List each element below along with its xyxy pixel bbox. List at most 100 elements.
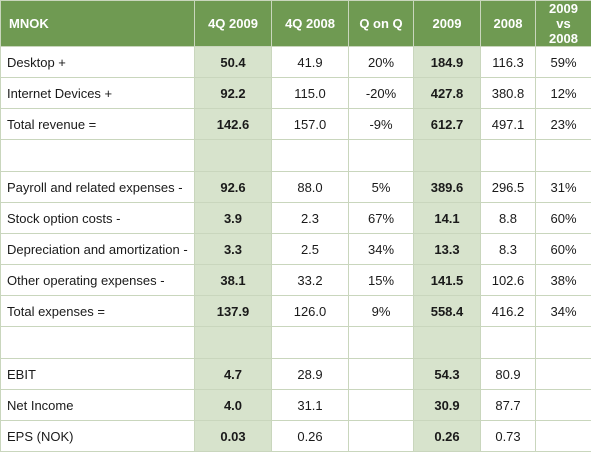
table-cell	[195, 327, 272, 359]
table-cell	[481, 327, 536, 359]
table-cell: 8.8	[481, 203, 536, 234]
row-label: Desktop +	[1, 47, 195, 78]
row-label: Payroll and related expenses -	[1, 172, 195, 203]
table-cell: 9%	[349, 296, 414, 327]
table-cell	[536, 140, 591, 172]
table-cell: 3.3	[195, 234, 272, 265]
table-cell: 15%	[349, 265, 414, 296]
table-cell: 4.7	[195, 359, 272, 390]
table-cell	[349, 140, 414, 172]
table-cell: 612.7	[414, 109, 481, 140]
table-cell: 157.0	[272, 109, 349, 140]
table-cell: 54.3	[414, 359, 481, 390]
table-cell: 31%	[536, 172, 591, 203]
row-label	[1, 140, 195, 172]
table-cell: 20%	[349, 47, 414, 78]
table-cell: 59%	[536, 47, 591, 78]
row-label: Net Income	[1, 390, 195, 421]
row-label: Internet Devices +	[1, 78, 195, 109]
table-cell: 0.26	[272, 421, 349, 452]
table-cell: 115.0	[272, 78, 349, 109]
table-cell: 137.9	[195, 296, 272, 327]
table-cell: 380.8	[481, 78, 536, 109]
column-header-2009-vs-2008: 2009 vs 2008	[536, 1, 591, 47]
table-cell: 427.8	[414, 78, 481, 109]
table-row	[1, 327, 591, 359]
table-cell	[481, 140, 536, 172]
table-cell: 23%	[536, 109, 591, 140]
table-cell: 80.9	[481, 359, 536, 390]
table-cell: 2.3	[272, 203, 349, 234]
row-label: EBIT	[1, 359, 195, 390]
table-cell: 0.26	[414, 421, 481, 452]
row-label: Stock option costs -	[1, 203, 195, 234]
table-cell	[349, 327, 414, 359]
table-cell: 41.9	[272, 47, 349, 78]
table-cell: 5%	[349, 172, 414, 203]
table-cell	[414, 327, 481, 359]
table-cell: 67%	[349, 203, 414, 234]
table-row	[1, 140, 591, 172]
table-cell: 92.2	[195, 78, 272, 109]
table-cell: -20%	[349, 78, 414, 109]
table-cell: 38%	[536, 265, 591, 296]
table-cell	[536, 327, 591, 359]
table-cell: 28.9	[272, 359, 349, 390]
table-cell: 2.5	[272, 234, 349, 265]
table-cell	[536, 390, 591, 421]
table-cell: 34%	[349, 234, 414, 265]
table-cell: 4.0	[195, 390, 272, 421]
table-cell: 34%	[536, 296, 591, 327]
row-label: Depreciation and amortization -	[1, 234, 195, 265]
header-row: MNOK 4Q 2009 4Q 2008 Q on Q 2009 2008 20…	[1, 1, 591, 47]
table-cell: 60%	[536, 234, 591, 265]
table-cell: 14.1	[414, 203, 481, 234]
table-cell: 296.5	[481, 172, 536, 203]
table-cell: 0.03	[195, 421, 272, 452]
table-cell: 184.9	[414, 47, 481, 78]
table-cell: 38.1	[195, 265, 272, 296]
table-cell: 88.0	[272, 172, 349, 203]
table-cell: -9%	[349, 109, 414, 140]
column-header-mnok: MNOK	[1, 1, 195, 47]
table-cell	[536, 359, 591, 390]
table-cell: 102.6	[481, 265, 536, 296]
table-cell	[272, 140, 349, 172]
table-cell: 389.6	[414, 172, 481, 203]
table-cell: 141.5	[414, 265, 481, 296]
table-cell: 30.9	[414, 390, 481, 421]
table-cell	[414, 140, 481, 172]
row-label: Total expenses =	[1, 296, 195, 327]
table-cell: 13.3	[414, 234, 481, 265]
table-cell: 92.6	[195, 172, 272, 203]
column-header-2008: 2008	[481, 1, 536, 47]
table-cell	[349, 390, 414, 421]
table-cell	[349, 421, 414, 452]
row-label: EPS (NOK)	[1, 421, 195, 452]
table-cell: 31.1	[272, 390, 349, 421]
column-header-2009: 2009	[414, 1, 481, 47]
row-label	[1, 327, 195, 359]
table-cell: 12%	[536, 78, 591, 109]
table-cell: 50.4	[195, 47, 272, 78]
table-cell: 126.0	[272, 296, 349, 327]
row-label: Total revenue =	[1, 109, 195, 140]
table-cell	[349, 359, 414, 390]
table-cell: 33.2	[272, 265, 349, 296]
row-label: Other operating expenses -	[1, 265, 195, 296]
table-cell	[195, 140, 272, 172]
table-cell: 60%	[536, 203, 591, 234]
column-header-q-on-q: Q on Q	[349, 1, 414, 47]
table-cell: 0.73	[481, 421, 536, 452]
table-cell: 558.4	[414, 296, 481, 327]
